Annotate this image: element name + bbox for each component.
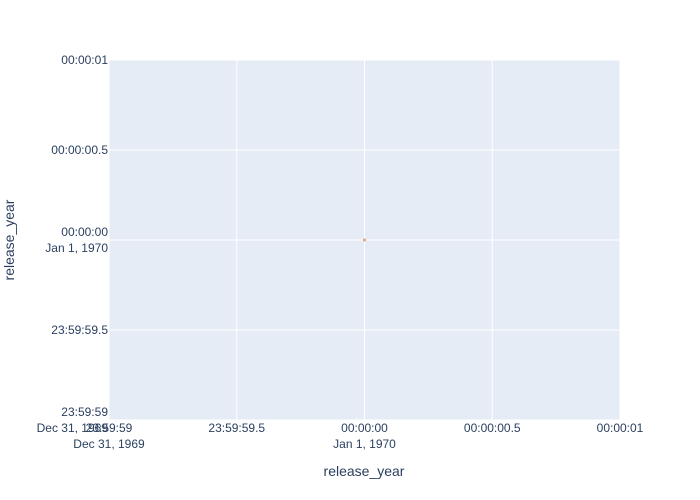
x-tick-label: 23:59:59.5 <box>208 421 265 435</box>
y-axis-title: release_year <box>1 199 17 280</box>
x-tick-label: 23:59:59 Dec 31, 1969 <box>73 421 145 451</box>
y-tick-label: 00:00:00.5 <box>51 143 108 157</box>
x-tick-label: 00:00:01 <box>597 421 644 435</box>
x-tick-label: 00:00:00 Jan 1, 1970 <box>333 421 396 451</box>
y-tick-label: 00:00:01 <box>61 53 108 67</box>
y-tick-label: 23:59:59.5 <box>51 323 108 337</box>
x-axis-title: release_year <box>324 463 405 479</box>
x-tick-label: 00:00:00.5 <box>464 421 521 435</box>
y-tick-label: 23:59:59 Dec 31, 1969 <box>37 405 109 435</box>
y-tick-label: 00:00:00 Jan 1, 1970 <box>45 225 108 255</box>
point <box>363 238 366 242</box>
